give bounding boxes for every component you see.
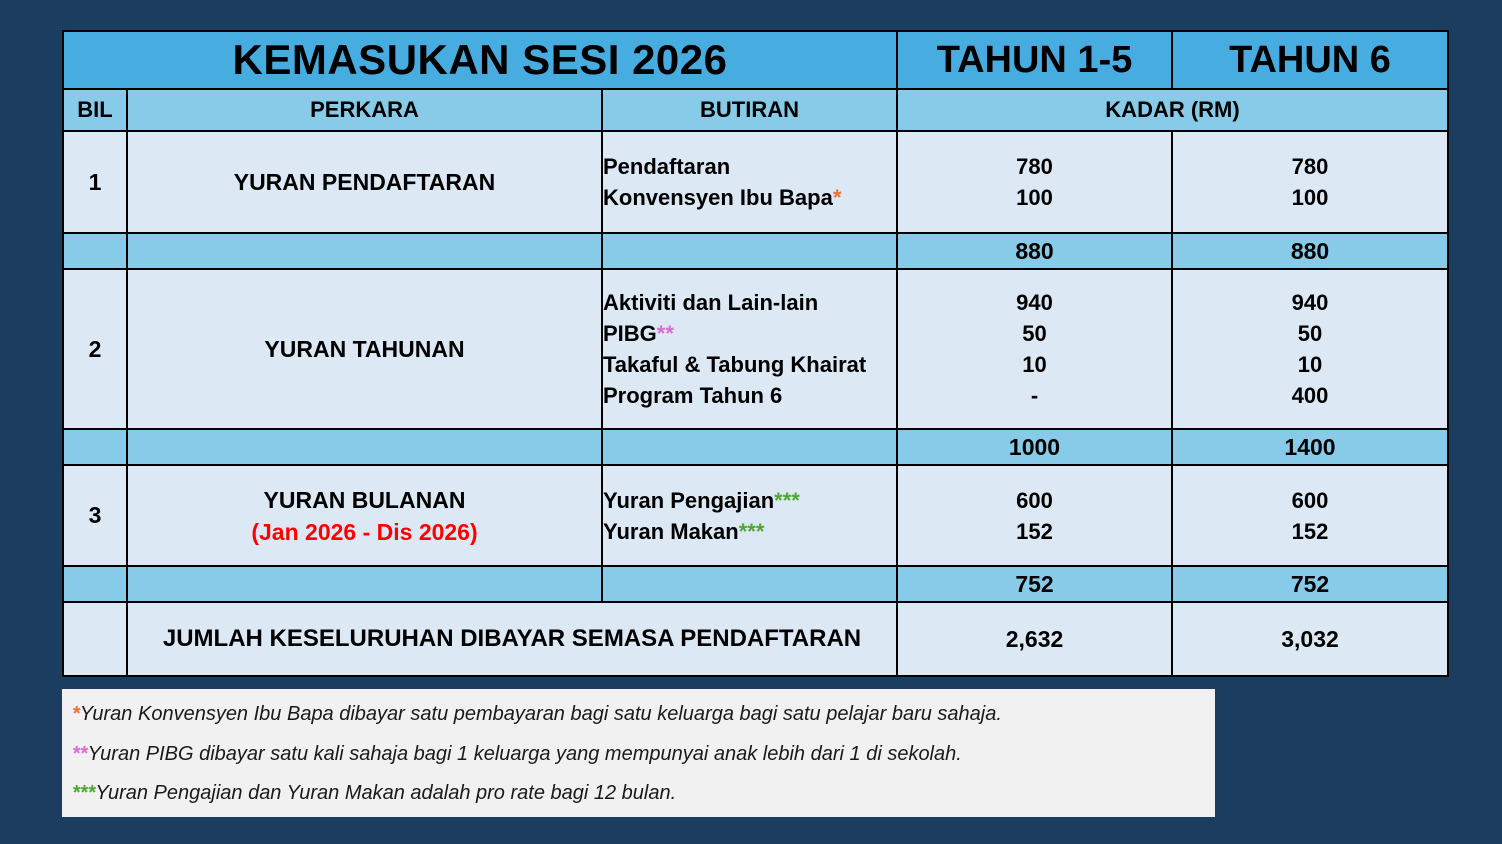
grand-total-bil-empty xyxy=(62,601,128,677)
subtotal-3-perkara-empty xyxy=(126,565,603,603)
column-header-tahun-1-5: TAHUN 1-5 xyxy=(896,30,1174,90)
butiran-line: Yuran Makan*** xyxy=(603,518,765,544)
footnote-marker-violet: ** xyxy=(72,742,88,765)
column-header-tahun-6: TAHUN 6 xyxy=(1171,30,1450,90)
footnote-prorate: ***Yuran Pengajian dan Yuran Makan adala… xyxy=(72,782,1201,805)
table-row-yuran-bulanan: 3 YURAN BULANAN (Jan 2026 - Dis 2026) Yu… xyxy=(62,464,1450,567)
butiran-line: Yuran Pengajian*** xyxy=(603,487,800,513)
kadar-t6-yuran-bulanan: 600 152 xyxy=(1171,464,1450,567)
table-row-yuran-pendaftaran: 1 YURAN PENDAFTARAN Pendaftaran Konvensy… xyxy=(62,130,1450,234)
perkara-yuran-pendaftaran: YURAN PENDAFTARAN xyxy=(126,130,603,234)
subtotal-row-1: 880 880 xyxy=(62,232,1450,270)
subtotal-2-t6: 1400 xyxy=(1171,428,1450,466)
footnote-marker-green: *** xyxy=(72,782,96,804)
subtotal-row-2: 1000 1400 xyxy=(62,428,1450,466)
perkara-yuran-tahunan: YURAN TAHUNAN xyxy=(126,268,603,430)
bil-2: 2 xyxy=(62,268,128,430)
fee-table: KEMASUKAN SESI 2026 TAHUN 1-5 TAHUN 6 BI… xyxy=(61,30,1450,677)
subtotal-3-bil-empty xyxy=(62,565,128,603)
footnote-marker-orange: * xyxy=(832,185,842,210)
column-header-bil: BIL xyxy=(62,88,128,132)
butiran-line: Aktiviti dan Lain-lain xyxy=(603,290,819,315)
kadar-t6-yuran-tahunan: 940 50 10 400 xyxy=(1171,268,1450,430)
grand-total-t6: 3,032 xyxy=(1171,601,1450,677)
grand-total-t15: 2,632 xyxy=(896,601,1174,677)
footnotes-panel: *Yuran Konvensyen Ibu Bapa dibayar satu … xyxy=(62,689,1215,817)
butiran-line: Takaful & Tabung Khairat xyxy=(603,352,867,377)
grand-total-label: JUMLAH KESELURUHAN DIBAYAR SEMASA PENDAF… xyxy=(125,601,899,677)
butiran-line: PIBG** xyxy=(603,321,674,346)
subtotal-2-butiran-empty xyxy=(600,428,899,466)
kadar-t6-yuran-pendaftaran: 780 100 xyxy=(1171,130,1450,234)
kadar-t15-yuran-bulanan: 600 152 xyxy=(896,464,1174,567)
footnote-marker-orange: * xyxy=(72,703,80,725)
subtotal-3-t6: 752 xyxy=(1171,565,1450,603)
column-header-kadar: KADAR (RM) xyxy=(896,88,1450,132)
subtotal-1-perkara-empty xyxy=(126,232,603,270)
subtotal-1-butiran-empty xyxy=(600,232,899,270)
butiran-line: Konvensyen Ibu Bapa* xyxy=(603,185,842,210)
footnote-marker-green: *** xyxy=(738,518,765,544)
butiran-line: Pendaftaran xyxy=(603,154,731,179)
subtotal-2-bil-empty xyxy=(62,428,128,466)
footnote-konvensyen: *Yuran Konvensyen Ibu Bapa dibayar satu … xyxy=(72,703,1201,726)
subtotal-1-bil-empty xyxy=(62,232,128,270)
footnote-pibg: **Yuran PIBG dibayar satu kali sahaja ba… xyxy=(72,743,1201,766)
footnote-text: Yuran Pengajian dan Yuran Makan adalah p… xyxy=(95,782,677,804)
footnote-text: Yuran PIBG dibayar satu kali sahaja bagi… xyxy=(87,742,962,765)
bil-1: 1 xyxy=(62,130,128,234)
subtotal-row-3: 752 752 xyxy=(62,565,1450,603)
butiran-yuran-bulanan: Yuran Pengajian*** Yuran Makan*** xyxy=(600,464,899,567)
column-header-butiran: BUTIRAN xyxy=(600,88,899,132)
footnote-marker-green: *** xyxy=(774,487,800,513)
table-title: KEMASUKAN SESI 2026 xyxy=(61,30,899,90)
kadar-t15-yuran-pendaftaran: 780 100 xyxy=(896,130,1174,234)
subtotal-3-t15: 752 xyxy=(896,565,1174,603)
butiran-line: Program Tahun 6 xyxy=(603,383,783,408)
table-row-yuran-tahunan: 2 YURAN TAHUNAN Aktiviti dan Lain-lain P… xyxy=(62,268,1450,430)
subtotal-2-t15: 1000 xyxy=(896,428,1174,466)
grand-total-row: JUMLAH KESELURUHAN DIBAYAR SEMASA PENDAF… xyxy=(62,601,1450,677)
footnote-marker-violet: ** xyxy=(656,321,674,346)
kadar-t15-yuran-tahunan: 940 50 10 - xyxy=(896,268,1174,430)
butiran-yuran-tahunan: Aktiviti dan Lain-lain PIBG** Takaful & … xyxy=(600,268,899,430)
subtotal-3-butiran-empty xyxy=(600,565,899,603)
subtotal-1-t6: 880 xyxy=(1171,232,1450,270)
date-range-note: (Jan 2026 - Dis 2026) xyxy=(251,518,478,545)
subtotal-2-perkara-empty xyxy=(126,428,603,466)
column-header-perkara: PERKARA xyxy=(126,88,603,132)
footnote-text: Yuran Konvensyen Ibu Bapa dibayar satu p… xyxy=(79,703,1002,725)
butiran-yuran-pendaftaran: Pendaftaran Konvensyen Ibu Bapa* xyxy=(600,130,899,234)
perkara-yuran-bulanan: YURAN BULANAN (Jan 2026 - Dis 2026) xyxy=(126,464,603,567)
fee-schedule-table: KEMASUKAN SESI 2026 TAHUN 1-5 TAHUN 6 BI… xyxy=(61,30,1450,677)
bil-3: 3 xyxy=(62,464,128,567)
subtotal-1-t15: 880 xyxy=(896,232,1174,270)
